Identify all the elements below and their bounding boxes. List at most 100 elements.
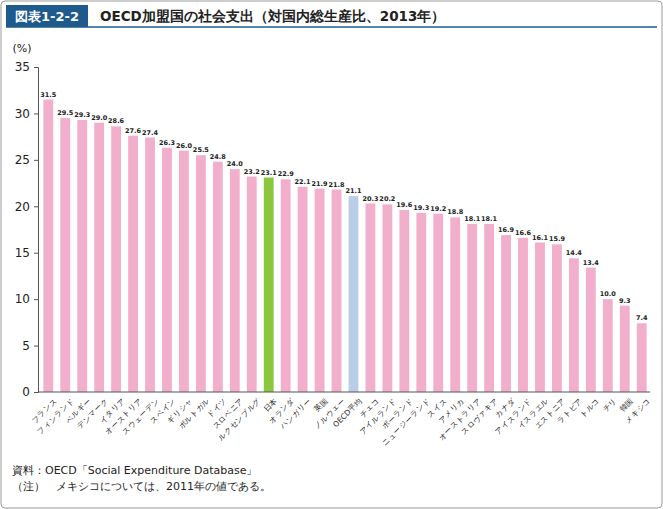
x-tick-label: ニュージーランド [380,396,432,448]
bar [128,136,138,392]
data-label: 26.3 [159,139,175,147]
y-tick-mark [34,160,38,161]
data-label: 18.1 [464,215,481,223]
bar [94,123,104,392]
data-label: 16.6 [515,229,532,237]
data-label: 22.1 [295,178,312,186]
data-label: 16.9 [498,226,515,234]
y-axis: 05101520253035 [15,60,39,399]
x-tick-label: ハンガリー [278,396,313,431]
x-axis-line [38,392,650,393]
data-label: 19.3 [413,204,429,212]
bar [230,169,240,392]
data-label: 21.9 [312,180,329,188]
bar [247,177,257,392]
y-tick-mark [34,346,38,347]
x-tick: メキシコ [623,392,652,425]
annotation: （注） メキシコについては、2011年の値である。 [12,480,271,493]
bars [43,100,646,393]
y-tick: 0 [22,385,38,399]
data-label: 25.5 [193,146,210,154]
y-tick: 30 [15,107,38,121]
data-label: 18.1 [481,215,498,223]
data-label: 20.3 [362,195,378,203]
bar [586,268,596,392]
bar [450,217,460,392]
y-tick: 35 [15,60,38,74]
x-tick-label: トルコ [578,396,601,419]
data-label: 29.0 [91,114,108,122]
data-label: 19.6 [396,201,413,209]
y-tick: 10 [15,292,38,306]
y-tick-label: 10 [15,292,30,306]
y-tick: 5 [22,339,38,353]
y-axis-title: (%) [12,42,31,55]
bar [366,204,376,393]
x-tick-label: ルクセンブルグ [216,395,263,442]
y-tick-mark [34,299,38,300]
data-label: 7.4 [636,314,648,322]
data-label: 9.3 [619,297,631,305]
bar [467,224,477,392]
data-label: 18.8 [447,208,464,216]
y-tick-mark [34,206,38,207]
data-label: 29.5 [57,109,74,117]
bar [77,120,87,392]
bar [484,224,494,392]
bar [603,299,613,392]
bar [620,306,630,392]
bar [637,323,647,392]
data-label: 21.1 [345,187,362,195]
data-label: 19.2 [430,205,446,213]
y-axis-line [34,68,39,393]
data-label: 10.0 [600,290,617,298]
data-label: 16.1 [532,234,549,242]
header-rule [6,26,657,28]
bar [43,100,53,393]
x-tick: チリ [601,392,619,414]
data-label: 29.3 [74,111,90,119]
data-label: 26.0 [176,142,193,150]
bar [382,204,392,392]
bar [433,214,443,392]
y-tick-mark [34,67,38,68]
frame [1,1,662,508]
bar [264,178,274,393]
data-label: 27.4 [142,129,159,137]
bar [332,190,342,392]
bar [518,238,528,392]
data-labels: 31.529.529.329.028.627.627.426.326.025.5… [40,91,648,323]
y-tick-label: 35 [15,60,30,74]
annotation: 資料：OECD「Social Expenditure Database」 [12,464,257,477]
bar [552,244,562,392]
bar [399,210,409,392]
y-tick-mark [34,113,38,114]
bar [213,162,223,392]
bar [60,118,70,392]
x-tick-label: メキシコ [623,396,652,425]
y-tick-mark [34,392,38,393]
x-tick: ルクセンブルグ [216,392,263,442]
x-tick: ニュージーランド [380,392,432,448]
x-axis: フランスフィンランドベルギーデンマークイタリアオーストリアスウェーデンスペインギ… [30,392,652,448]
bar [569,258,579,392]
bar [298,187,308,392]
data-label: 23.2 [244,168,260,176]
data-label: 14.4 [566,249,583,257]
bar [349,196,359,392]
data-label: 24.8 [210,153,227,161]
data-label: 22.9 [278,170,295,178]
x-tick: トルコ [578,392,601,420]
data-label: 20.2 [379,195,395,203]
y-tick-label: 5 [22,339,30,353]
bar [196,155,206,392]
figure-label: 図表1-2-2 [15,9,79,24]
data-label: 13.4 [583,259,600,267]
bar [535,243,545,393]
y-tick-label: 25 [15,153,30,167]
y-tick: 15 [15,246,38,260]
figure-label-box [6,5,88,27]
bar [281,179,291,392]
y-tick-label: 15 [15,246,30,260]
data-label: 21.8 [328,181,345,189]
